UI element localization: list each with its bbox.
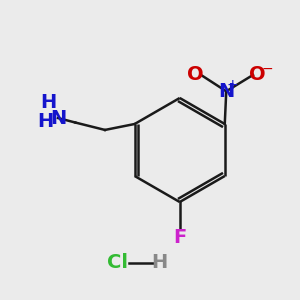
Text: O: O bbox=[249, 65, 266, 84]
Text: Cl: Cl bbox=[107, 254, 128, 272]
Text: H: H bbox=[151, 254, 167, 272]
Text: N: N bbox=[50, 109, 66, 128]
Text: O: O bbox=[187, 65, 204, 84]
Text: H: H bbox=[40, 93, 56, 112]
Text: −: − bbox=[262, 61, 273, 75]
Text: +: + bbox=[227, 78, 238, 92]
Text: H: H bbox=[38, 112, 54, 130]
Text: F: F bbox=[173, 228, 186, 247]
Text: N: N bbox=[218, 82, 234, 101]
